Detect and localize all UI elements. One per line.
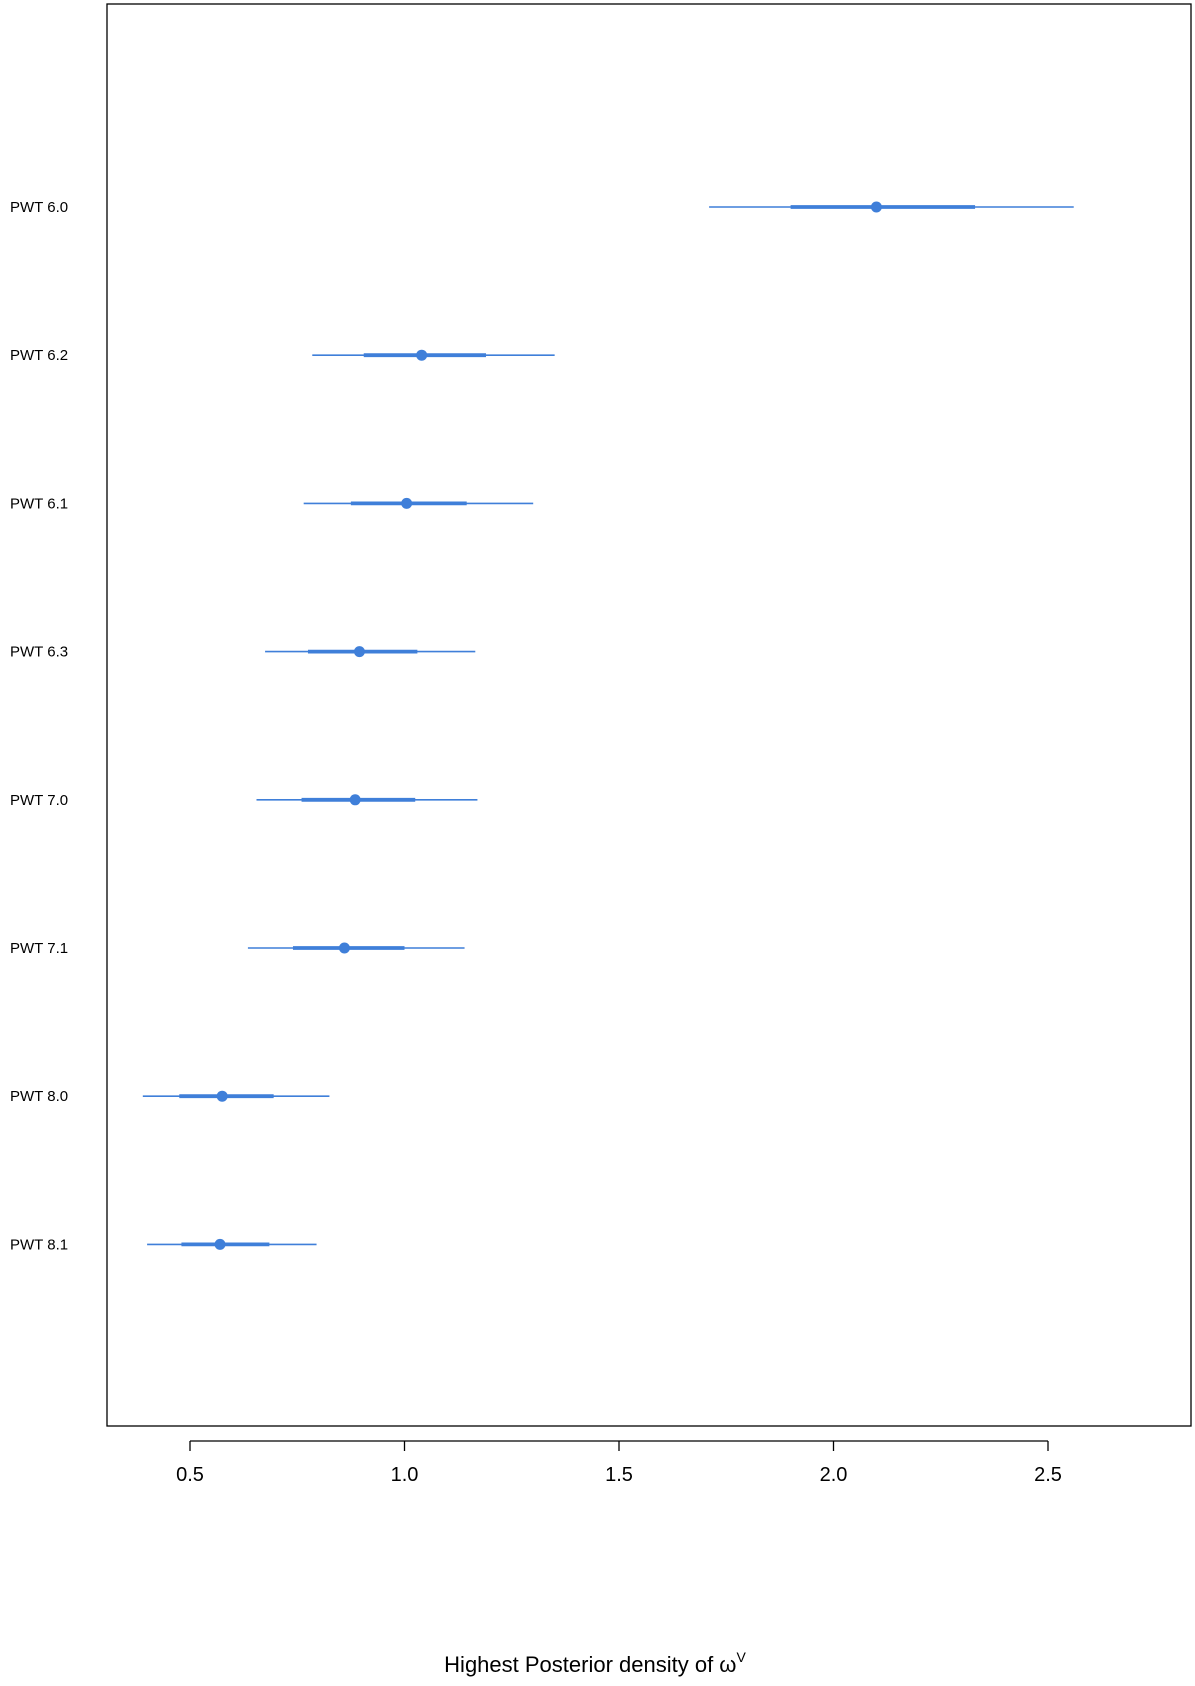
row-pwt-6-0: PWT 6.0 [10, 199, 1074, 216]
row-label: PWT 6.3 [10, 644, 68, 661]
row-pwt-7-0: PWT 7.0 [10, 792, 478, 809]
x-tick-label: 0.5 [176, 1464, 204, 1486]
x-axis: 0.5 1.0 1.5 2.0 2.5 [176, 1440, 1062, 1486]
row-label: PWT 8.1 [10, 1236, 68, 1253]
x-axis-label: Highest Posterior density of ωV [444, 1649, 746, 1677]
row-pwt-6-1: PWT 6.1 [10, 495, 534, 512]
x-tick-label: 1.0 [391, 1464, 419, 1486]
x-axis-label-main: Highest Posterior density of ω [444, 1652, 736, 1677]
row-label: PWT 7.1 [10, 940, 68, 957]
point-estimate [353, 646, 365, 658]
point-estimate [338, 942, 350, 954]
point-estimate [416, 349, 428, 361]
x-tick-label: 2.0 [820, 1464, 848, 1486]
point-estimate [349, 794, 361, 806]
row-pwt-7-1: PWT 7.1 [10, 940, 465, 957]
x-tick-label: 2.5 [1034, 1464, 1062, 1486]
plot-frame [106, 3, 1192, 1427]
row-label: PWT 8.0 [10, 1088, 68, 1105]
point-estimate [870, 201, 882, 213]
row-pwt-6-3: PWT 6.3 [10, 644, 476, 661]
row-pwt-6-2: PWT 6.2 [10, 347, 555, 364]
point-estimate [214, 1238, 226, 1250]
rows-group: PWT 6.0 PWT 6.2 PWT 6.1 PWT 6.3 PWT 7.0 PWT 7… [10, 199, 1074, 1253]
row-label: PWT 7.0 [10, 792, 68, 809]
x-axis-label-sup: V [736, 1649, 746, 1665]
x-tick-label: 1.5 [605, 1464, 633, 1486]
row-label: PWT 6.2 [10, 347, 68, 364]
point-estimate [401, 497, 413, 509]
row-pwt-8-0: PWT 8.0 [10, 1088, 330, 1105]
row-label: PWT 6.1 [10, 495, 68, 512]
row-label: PWT 6.0 [10, 199, 68, 216]
row-pwt-8-1: PWT 8.1 [10, 1236, 317, 1253]
point-estimate [216, 1090, 228, 1102]
